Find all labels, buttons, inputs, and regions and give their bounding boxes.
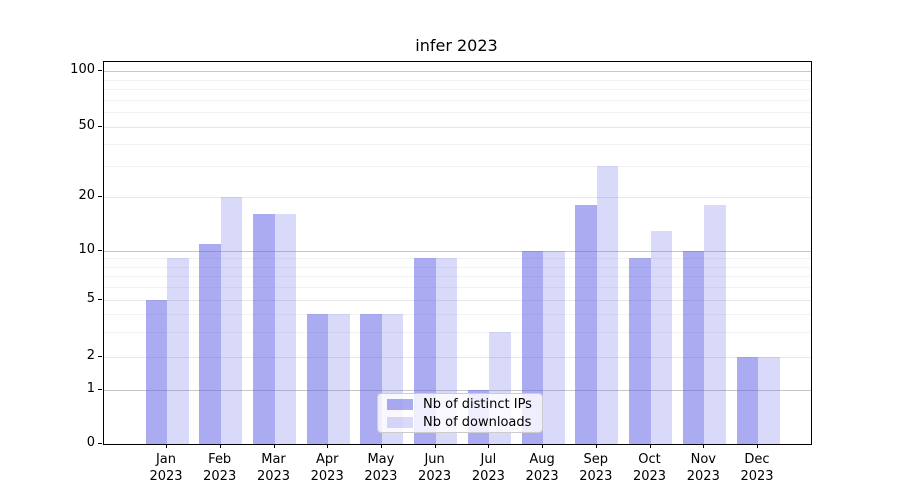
bar-downloads-sep-2023 bbox=[596, 166, 619, 444]
bar-downloads-aug-2023 bbox=[543, 251, 565, 444]
x-tick-mark-jan-2023 bbox=[166, 444, 167, 448]
x-tick-label-mar-2023: Mar 2023 bbox=[256, 452, 291, 484]
y-tick-label-1: 1 bbox=[86, 381, 95, 396]
chart-title: infer 2023 bbox=[415, 36, 498, 55]
x-tick-label-aug-2023: Aug 2023 bbox=[525, 452, 559, 484]
x-tick-mark-apr-2023 bbox=[327, 444, 329, 448]
x-tick-label-dec-2023: Dec 2023 bbox=[740, 452, 774, 484]
bar-downloads-nov-2023 bbox=[704, 205, 726, 444]
bar-distinct-ips-sep-2023 bbox=[575, 205, 597, 444]
x-tick-mark-oct-2023 bbox=[649, 444, 651, 448]
x-tick-label-may-2023: May 2023 bbox=[364, 452, 398, 484]
gridline-minor-40 bbox=[104, 144, 811, 145]
plot-area bbox=[103, 61, 812, 445]
x-tick-label-feb-2023: Feb 2023 bbox=[203, 452, 237, 484]
x-tick-mark-sep-2023 bbox=[595, 444, 597, 448]
gridline-10 bbox=[104, 251, 811, 252]
bar-distinct-ips-may-2023 bbox=[360, 313, 382, 444]
gridline-minor-3 bbox=[104, 331, 811, 333]
legend: Nb of distinct IPs Nb of downloads bbox=[377, 393, 543, 433]
gridline-minor-30 bbox=[104, 166, 811, 167]
x-tick-label-oct-2023: Oct 2023 bbox=[632, 452, 667, 484]
gridline-20 bbox=[104, 197, 811, 198]
y-tick-label-50: 50 bbox=[78, 118, 95, 133]
x-tick-mark-jul-2023 bbox=[488, 444, 490, 448]
gridline-minor-60 bbox=[104, 112, 811, 114]
x-tick-label-jul-2023: Jul 2023 bbox=[471, 452, 505, 484]
bar-downloads-feb-2023 bbox=[220, 197, 243, 444]
y-tick-mark-0 bbox=[98, 443, 102, 444]
y-tick-label-2: 2 bbox=[86, 348, 95, 363]
x-tick-label-jun-2023: Jun 2023 bbox=[418, 452, 452, 484]
y-tick-mark-5 bbox=[98, 299, 102, 300]
bar-distinct-ips-jan-2023 bbox=[145, 300, 167, 444]
x-tick-mark-mar-2023 bbox=[273, 444, 275, 448]
gridline-1 bbox=[104, 390, 811, 391]
bar-distinct-ips-nov-2023 bbox=[682, 251, 705, 444]
bar-distinct-ips-dec-2023 bbox=[736, 357, 758, 444]
gridline-100 bbox=[104, 71, 811, 72]
gridline-minor-70 bbox=[104, 99, 811, 101]
bar-distinct-ips-oct-2023 bbox=[629, 258, 651, 444]
bar-distinct-ips-mar-2023 bbox=[253, 214, 275, 444]
bar-downloads-apr-2023 bbox=[328, 313, 350, 444]
y-tick-label-5: 5 bbox=[86, 291, 95, 306]
x-tick-mark-feb-2023 bbox=[219, 444, 221, 448]
y-tick-mark-1 bbox=[98, 389, 102, 390]
gridline-50 bbox=[104, 127, 811, 128]
y-tick-label-100: 100 bbox=[70, 62, 95, 77]
bar-distinct-ips-apr-2023 bbox=[306, 313, 329, 444]
gridline-minor-4 bbox=[104, 313, 811, 315]
y-tick-mark-100 bbox=[98, 70, 102, 71]
gridline-5 bbox=[104, 300, 811, 301]
y-tick-label-20: 20 bbox=[78, 188, 95, 203]
bar-distinct-ips-feb-2023 bbox=[199, 243, 221, 444]
y-tick-mark-20 bbox=[98, 196, 102, 197]
legend-item-distinct-ips: Nb of distinct IPs bbox=[378, 397, 542, 412]
gridline-minor-8 bbox=[104, 266, 811, 268]
y-tick-mark-50 bbox=[98, 126, 102, 127]
gridline-minor-7 bbox=[104, 276, 811, 278]
gridline-minor-9 bbox=[104, 258, 811, 260]
legend-item-downloads: Nb of downloads bbox=[378, 415, 542, 430]
x-tick-mark-aug-2023 bbox=[542, 444, 544, 448]
bar-downloads-oct-2023 bbox=[650, 230, 672, 444]
x-tick-label-nov-2023: Nov 2023 bbox=[686, 452, 720, 484]
y-tick-mark-2 bbox=[98, 356, 102, 357]
x-tick-label-sep-2023: Sep 2023 bbox=[579, 452, 613, 484]
x-tick-label-jan-2023: Jan 2023 bbox=[149, 452, 183, 484]
gridline-minor-80 bbox=[104, 89, 811, 90]
y-tick-label-10: 10 bbox=[78, 242, 95, 257]
x-tick-label-apr-2023: Apr 2023 bbox=[310, 452, 344, 484]
x-tick-mark-may-2023 bbox=[380, 444, 382, 448]
gridline-minor-6 bbox=[104, 287, 811, 289]
bar-downloads-dec-2023 bbox=[758, 357, 780, 444]
bar-downloads-jan-2023 bbox=[167, 258, 189, 444]
legend-swatch-distinct-ips bbox=[387, 398, 413, 410]
y-tick-mark-10 bbox=[98, 250, 102, 251]
x-tick-mark-nov-2023 bbox=[703, 444, 705, 448]
legend-swatch-downloads bbox=[387, 416, 413, 428]
x-tick-mark-jun-2023 bbox=[434, 444, 436, 448]
gridline-2 bbox=[104, 357, 811, 358]
legend-label-downloads: Nb of downloads bbox=[423, 414, 532, 430]
bar-downloads-mar-2023 bbox=[274, 214, 296, 444]
x-tick-mark-dec-2023 bbox=[757, 444, 758, 448]
legend-label-distinct-ips: Nb of distinct IPs bbox=[423, 396, 532, 412]
gridline-minor-90 bbox=[104, 79, 811, 81]
y-tick-label-0: 0 bbox=[86, 435, 95, 450]
